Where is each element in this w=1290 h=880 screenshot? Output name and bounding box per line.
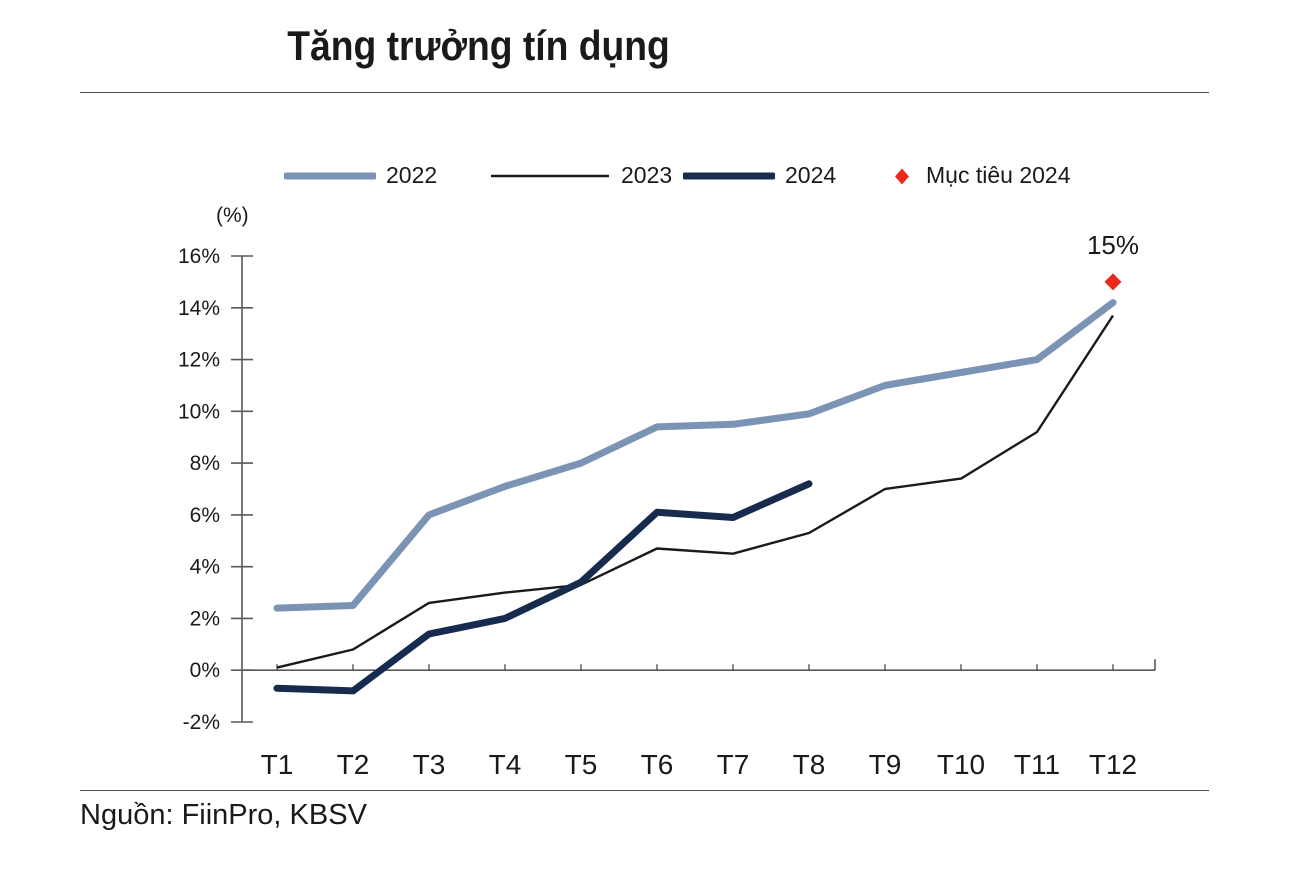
svg-text:T4: T4 xyxy=(489,749,522,780)
svg-text:T6: T6 xyxy=(641,749,674,780)
svg-text:2%: 2% xyxy=(190,607,220,630)
svg-text:T9: T9 xyxy=(869,749,902,780)
svg-text:T12: T12 xyxy=(1089,749,1137,780)
svg-text:T1: T1 xyxy=(261,749,294,780)
svg-text:T3: T3 xyxy=(413,749,446,780)
svg-text:T10: T10 xyxy=(937,749,985,780)
svg-text:T5: T5 xyxy=(565,749,598,780)
svg-text:10%: 10% xyxy=(178,400,220,423)
svg-text:T11: T11 xyxy=(1014,749,1060,780)
svg-text:14%: 14% xyxy=(178,297,220,320)
svg-text:T8: T8 xyxy=(793,749,826,780)
svg-text:12%: 12% xyxy=(178,349,220,372)
svg-text:16%: 16% xyxy=(178,245,220,268)
svg-text:-2%: -2% xyxy=(183,711,220,734)
svg-text:6%: 6% xyxy=(190,504,220,527)
svg-text:T2: T2 xyxy=(337,749,370,780)
svg-text:0%: 0% xyxy=(190,659,220,682)
svg-text:8%: 8% xyxy=(190,452,220,475)
svg-text:4%: 4% xyxy=(190,556,220,579)
svg-text:15%: 15% xyxy=(1087,230,1139,260)
svg-text:T7: T7 xyxy=(717,749,750,780)
